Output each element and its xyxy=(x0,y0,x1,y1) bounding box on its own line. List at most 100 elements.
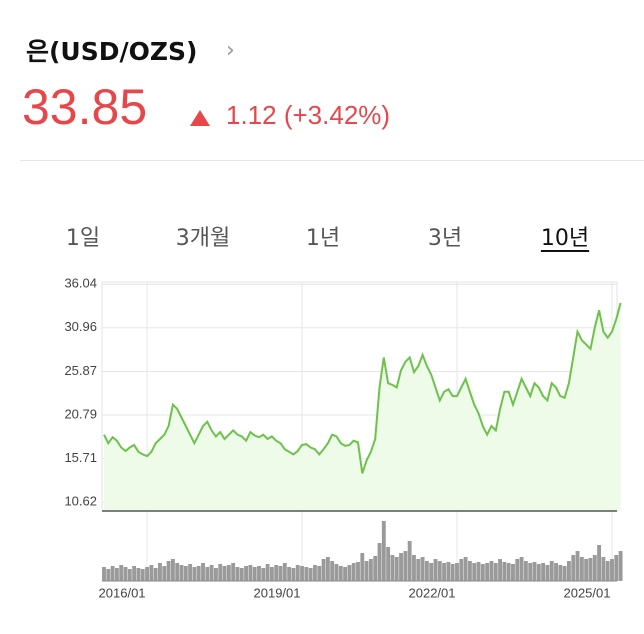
volume-bar xyxy=(364,561,369,581)
volume-bar xyxy=(467,561,472,581)
volume-bar xyxy=(536,564,541,581)
volume-bar xyxy=(567,561,571,581)
volume-bar xyxy=(343,567,348,581)
volume-bar xyxy=(605,561,610,581)
volume-bar xyxy=(295,565,300,581)
price-line xyxy=(103,302,622,474)
volume-bar xyxy=(532,562,537,581)
plot-frame xyxy=(101,281,618,512)
volume-bar xyxy=(502,562,507,581)
volume-bar xyxy=(541,563,546,581)
volume-bar xyxy=(618,551,623,581)
volume-bar xyxy=(291,568,296,581)
period-tab[interactable]: 1일 xyxy=(65,226,101,251)
volume-bar xyxy=(377,543,382,581)
volume-bar xyxy=(330,561,335,581)
period-tab[interactable]: 3개월 xyxy=(175,226,231,251)
volume-bar xyxy=(282,563,287,581)
volume-bar xyxy=(446,562,451,581)
volume-bar xyxy=(360,553,365,581)
volume-bar xyxy=(351,563,356,581)
x-tick-label: 2022/01 xyxy=(409,585,456,600)
period-tab[interactable]: 1년 xyxy=(305,226,341,251)
volume-bar xyxy=(226,565,231,581)
change-value: 1.12 xyxy=(226,100,277,130)
volume-bar xyxy=(252,567,257,581)
volume-bar xyxy=(489,561,494,581)
volume-bar xyxy=(183,566,188,581)
volume-bar xyxy=(476,562,481,581)
volume-bar xyxy=(110,566,115,581)
volume-bar xyxy=(119,565,124,581)
volume-bar xyxy=(313,565,317,581)
y-tick-label: 15.71 xyxy=(64,450,97,465)
separator xyxy=(20,160,644,161)
volume-bar xyxy=(472,563,477,581)
volume-bar xyxy=(304,567,309,581)
x-tick-label: 2016/01 xyxy=(99,585,146,600)
volume-bar xyxy=(179,565,184,581)
volume-bar xyxy=(136,568,141,581)
volume-bar xyxy=(511,564,515,581)
volume-bar xyxy=(515,559,520,581)
volume-bar xyxy=(102,567,106,581)
volume-bar xyxy=(347,565,352,581)
volume-bar xyxy=(373,556,378,581)
volume-bar xyxy=(403,551,408,581)
volume-bar xyxy=(549,561,554,581)
volume-bar xyxy=(562,566,567,581)
instrument-title[interactable]: 은(USD/OZS) xyxy=(26,37,198,66)
volume-bar xyxy=(325,557,330,581)
volume-bar xyxy=(493,563,498,581)
volume-bar xyxy=(248,565,253,581)
volume-bar xyxy=(192,567,197,581)
volume-bar xyxy=(356,562,360,581)
volume-bar xyxy=(222,566,227,581)
volume-bar xyxy=(381,521,386,581)
period-tab[interactable]: 3년 xyxy=(427,226,463,251)
volume-bar xyxy=(545,565,550,581)
volume-bar xyxy=(235,567,240,581)
volume-bar xyxy=(300,566,304,581)
volume-bar xyxy=(368,559,373,581)
volume-bar xyxy=(321,559,326,581)
volume-bar xyxy=(287,567,292,581)
x-tick-label: 2019/01 xyxy=(254,585,301,600)
volume-bar xyxy=(265,564,270,581)
volume-bar xyxy=(420,557,425,581)
volume-bar xyxy=(450,564,455,581)
area xyxy=(104,303,621,511)
volume-bar xyxy=(386,547,391,581)
volume-bar xyxy=(407,541,412,581)
y-tick-label: 10.62 xyxy=(64,494,97,509)
volume-bar xyxy=(592,555,597,581)
volume-bar xyxy=(175,563,180,581)
volume-bar xyxy=(334,564,339,581)
volume-bar xyxy=(433,559,438,581)
volume-bar xyxy=(132,566,137,581)
volume-bar xyxy=(412,555,416,581)
volume-bar xyxy=(123,567,128,581)
volume-bar xyxy=(459,559,464,581)
volume-bar xyxy=(196,566,201,581)
volume-bar xyxy=(588,558,593,581)
volume-bar xyxy=(261,568,266,581)
volume-bar xyxy=(166,561,171,581)
volume-bar xyxy=(162,566,167,581)
volume-bar xyxy=(145,567,149,581)
volume-bar xyxy=(231,563,236,581)
y-tick-label: 25.87 xyxy=(64,363,97,378)
volume-bar xyxy=(399,553,403,581)
period-tab[interactable]: 10년 xyxy=(540,226,590,251)
volume-bar xyxy=(140,569,145,581)
volume-bar xyxy=(269,567,274,581)
volume-bar xyxy=(257,566,261,581)
volume-bar xyxy=(213,568,218,581)
volume-bar xyxy=(114,568,119,581)
volume-bar xyxy=(188,564,193,581)
volume-bar xyxy=(480,564,485,581)
volume-bar xyxy=(429,563,434,581)
chevron-icon[interactable]: › xyxy=(226,38,235,63)
volume-bar xyxy=(519,557,524,581)
volume-bar xyxy=(158,563,162,581)
